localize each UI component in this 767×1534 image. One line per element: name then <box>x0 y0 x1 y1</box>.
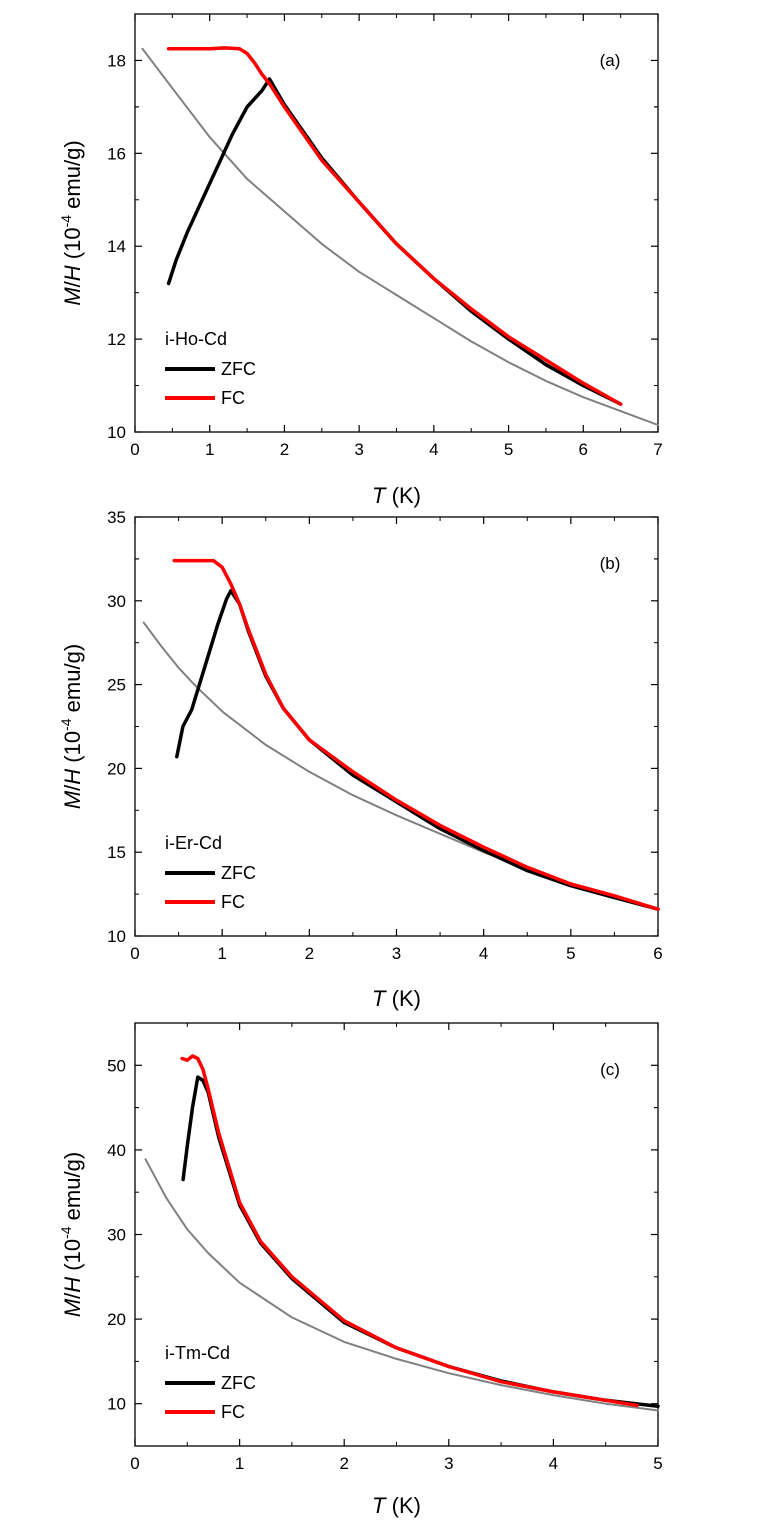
panel-label: (a) <box>600 51 621 70</box>
x-tick-label: 4 <box>549 1454 558 1473</box>
y-axis-var-m: M <box>60 1298 85 1317</box>
y-axis-unit: emu/g) <box>60 140 85 215</box>
x-tick-label: 2 <box>339 1454 348 1473</box>
y-tick-label: 14 <box>107 237 126 256</box>
panel-label: (b) <box>600 554 621 573</box>
y-axis-label: M/H (10-4 emu/g) <box>58 140 85 305</box>
x-axis-label: T (K) <box>372 1493 421 1518</box>
x-axis-unit: (K) <box>386 986 421 1011</box>
y-tick-label: 10 <box>107 423 126 442</box>
y-axis-exponent: -4 <box>58 1226 74 1239</box>
x-tick-label: 5 <box>566 944 575 963</box>
series-line-fc <box>180 1054 639 1408</box>
chart-panel-1: 0 1 2 3 4 5 6 10 15 20 25 30 35 (b) i-Er-Cd ZFC FC T (K) M… <box>58 508 663 1011</box>
x-axis-label: T (K) <box>372 986 421 1011</box>
y-axis-var-h: H <box>60 769 85 785</box>
x-tick-label: 1 <box>217 944 226 963</box>
y-tick-label: 25 <box>107 676 126 695</box>
series-line-fc <box>166 46 623 406</box>
legend-title: i-Ho-Cd <box>165 329 227 349</box>
legend-label-zfc: ZFC <box>221 1373 256 1393</box>
y-tick-label: 18 <box>107 51 126 70</box>
series-line-fit <box>144 1158 659 1412</box>
y-axis-base: (10 <box>60 227 85 265</box>
y-tick-label: 30 <box>107 592 126 611</box>
y-axis-var-h: H <box>60 1277 85 1293</box>
x-axis-var: T <box>372 1493 387 1518</box>
series-line-fc <box>172 558 660 911</box>
y-tick-label: 12 <box>107 330 126 349</box>
y-axis-var-h: H <box>60 265 85 281</box>
x-axis-unit: (K) <box>386 1493 421 1518</box>
x-tick-label: 3 <box>444 1454 453 1473</box>
x-tick-label: 3 <box>354 440 363 459</box>
x-tick-label: 0 <box>130 440 139 459</box>
x-tick-label: 5 <box>504 440 513 459</box>
y-tick-label: 50 <box>107 1056 126 1075</box>
y-axis-base: (10 <box>60 731 85 769</box>
legend-label-zfc: ZFC <box>221 863 256 883</box>
x-axis-var: T <box>372 986 387 1011</box>
legend-label-fc: FC <box>221 892 245 912</box>
x-axis-var: T <box>372 483 387 508</box>
y-tick-label: 40 <box>107 1141 126 1160</box>
x-tick-label: 2 <box>280 440 289 459</box>
x-tick-label: 1 <box>235 1454 244 1473</box>
y-tick-label: 35 <box>107 508 126 527</box>
legend-label-fc: FC <box>221 388 245 408</box>
x-tick-label: 2 <box>305 944 314 963</box>
x-tick-label: 0 <box>130 944 139 963</box>
x-tick-label: 1 <box>205 440 214 459</box>
y-axis-exponent: -4 <box>58 215 74 228</box>
y-tick-label: 20 <box>107 759 126 778</box>
x-tick-label: 0 <box>130 1454 139 1473</box>
y-axis-unit: emu/g) <box>60 644 85 719</box>
y-tick-label: 20 <box>107 1310 126 1329</box>
x-axis-unit: (K) <box>386 483 421 508</box>
x-tick-label: 4 <box>479 944 488 963</box>
y-axis-label: M/H (10-4 emu/g) <box>58 644 85 809</box>
x-tick-label: 4 <box>429 440 438 459</box>
y-axis-slash: / <box>60 784 85 791</box>
chart-panel-2: 0 1 2 3 4 5 10 20 30 40 50 (c) i-Tm-Cd ZFC FC T (K) M/H … <box>58 1022 663 1518</box>
x-axis-label: T (K) <box>372 483 421 508</box>
y-tick-label: 15 <box>107 843 126 862</box>
series-line-fit <box>141 47 659 426</box>
x-tick-label: 3 <box>392 944 401 963</box>
y-axis-unit: emu/g) <box>60 1152 85 1227</box>
y-axis-label: M/H (10-4 emu/g) <box>58 1152 85 1317</box>
panel-label: (c) <box>600 1060 620 1079</box>
legend-title: i-Tm-Cd <box>165 1343 230 1363</box>
y-axis-var-m: M <box>60 287 85 306</box>
y-axis-base: (10 <box>60 1239 85 1277</box>
y-tick-label: 16 <box>107 144 126 163</box>
y-axis-slash: / <box>60 1292 85 1299</box>
y-axis-slash: / <box>60 280 85 287</box>
series-line-zfc <box>175 588 660 911</box>
x-tick-label: 5 <box>653 1454 662 1473</box>
x-tick-label: 6 <box>579 440 588 459</box>
y-tick-label: 10 <box>107 927 126 946</box>
y-axis-var-m: M <box>60 790 85 809</box>
legend-label-fc: FC <box>221 1402 245 1422</box>
x-tick-label: 7 <box>653 440 662 459</box>
y-tick-label: 30 <box>107 1226 126 1245</box>
legend-title: i-Er-Cd <box>165 833 222 853</box>
x-tick-label: 6 <box>653 944 662 963</box>
y-axis-exponent: -4 <box>58 718 74 731</box>
y-tick-label: 10 <box>107 1395 126 1414</box>
legend-label-zfc: ZFC <box>221 359 256 379</box>
